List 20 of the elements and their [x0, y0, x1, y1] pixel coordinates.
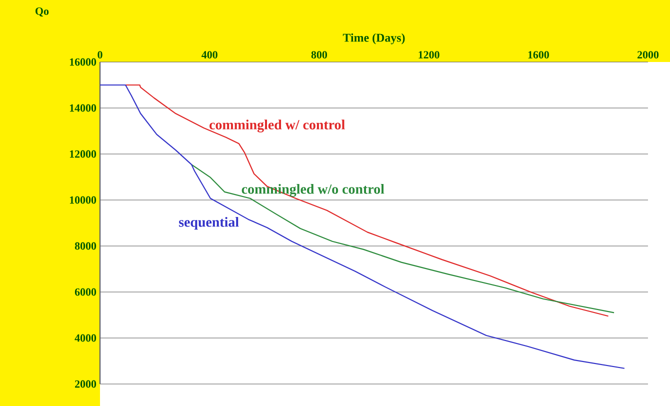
- line-series: [124, 84, 609, 317]
- y-tick-label: 8000: [74, 242, 96, 250]
- y-tick-label: 10000: [70, 196, 96, 204]
- x-tick-label: 1200: [418, 51, 440, 58]
- y-tick-label: 12000: [70, 150, 96, 158]
- x-tick-label: 2000: [638, 51, 659, 58]
- y-tick-label: 2000: [75, 380, 96, 388]
- x-tick-label: 800: [311, 51, 328, 58]
- x-tick-label: 1600: [528, 51, 549, 58]
- series-label: commingled w/ control: [210, 120, 345, 132]
- y-tick-label: 14000: [70, 104, 96, 112]
- y-tick-label: 4000: [74, 334, 96, 342]
- x-tick-label: 0: [98, 51, 102, 58]
- y-tick-label: 16000: [70, 58, 96, 66]
- y-tick-label: 6000: [74, 288, 96, 296]
- x-tick-label: 400: [202, 51, 218, 58]
- x-axis-title: Time (Days): [342, 33, 405, 44]
- y-axis-title: Qo: [36, 8, 49, 17]
- series-label: sequential: [179, 216, 239, 230]
- line-series: [99, 84, 625, 369]
